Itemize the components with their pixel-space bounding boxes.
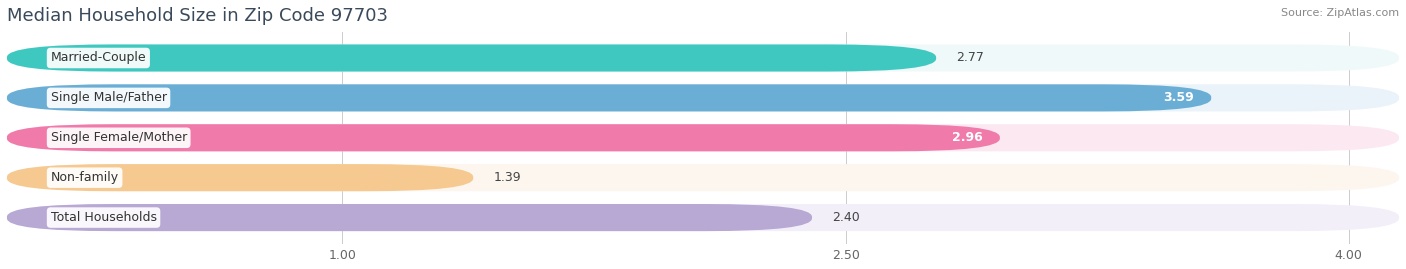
FancyBboxPatch shape [7, 44, 1399, 72]
Text: Median Household Size in Zip Code 97703: Median Household Size in Zip Code 97703 [7, 7, 388, 25]
Text: 3.59: 3.59 [1164, 91, 1195, 104]
Text: 2.96: 2.96 [952, 131, 983, 144]
FancyBboxPatch shape [7, 44, 936, 72]
FancyBboxPatch shape [7, 204, 1399, 231]
FancyBboxPatch shape [7, 84, 1211, 111]
FancyBboxPatch shape [7, 124, 1000, 151]
Text: Non-family: Non-family [51, 171, 118, 184]
FancyBboxPatch shape [7, 84, 1399, 111]
FancyBboxPatch shape [7, 204, 813, 231]
FancyBboxPatch shape [7, 164, 474, 191]
Text: Single Male/Father: Single Male/Father [51, 91, 166, 104]
Text: 2.40: 2.40 [832, 211, 860, 224]
FancyBboxPatch shape [7, 124, 1399, 151]
Text: Single Female/Mother: Single Female/Mother [51, 131, 187, 144]
FancyBboxPatch shape [7, 164, 1399, 191]
Text: 2.77: 2.77 [956, 51, 984, 65]
Text: Source: ZipAtlas.com: Source: ZipAtlas.com [1281, 8, 1399, 18]
Text: 1.39: 1.39 [494, 171, 522, 184]
Text: Total Households: Total Households [51, 211, 156, 224]
Text: Married-Couple: Married-Couple [51, 51, 146, 65]
